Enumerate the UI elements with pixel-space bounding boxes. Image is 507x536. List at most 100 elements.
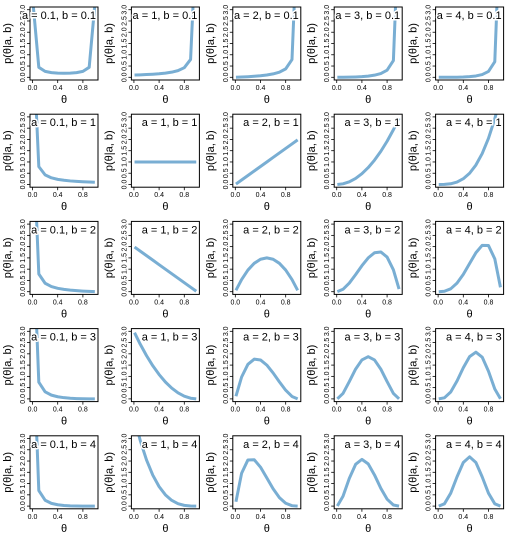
x-axis-label: θ xyxy=(162,308,168,320)
x-axis-label: θ xyxy=(61,523,67,535)
y-tick-label: 2.5 xyxy=(121,230,128,240)
panel: 0.00.51.01.52.02.53.00.0 0.4 0.8θp(θ|a, b)… xyxy=(205,326,302,428)
x-tick-label: 0.0 xyxy=(230,299,240,306)
y-tick-label: 0.0 xyxy=(20,501,27,511)
y-tick-label: 0.0 xyxy=(426,287,433,297)
y-tick-label: 3.0 xyxy=(223,326,230,336)
y-tick-label: 2.0 xyxy=(324,456,331,466)
panel-title: a = 4, b = 4 xyxy=(446,439,502,451)
y-tick-label: 2.0 xyxy=(426,349,433,359)
x-axis-label: θ xyxy=(264,308,270,320)
x-axis-label: θ xyxy=(467,523,473,535)
y-tick-label: 3.0 xyxy=(121,326,128,336)
y-tick-label: 1.5 xyxy=(426,146,433,156)
y-tick-label: 0.0 xyxy=(324,72,331,82)
x-axis-label: θ xyxy=(467,416,473,428)
panel-title: a = 3, b = 1 xyxy=(345,117,401,129)
y-tick-label: 2.5 xyxy=(121,445,128,455)
y-tick-label: 1.5 xyxy=(20,467,27,477)
y-tick-label: 1.5 xyxy=(121,360,128,370)
y-tick-label: 1.5 xyxy=(324,467,331,477)
x-tick-label: 0.4 xyxy=(256,514,266,521)
panel-title: a = 2, b = 3 xyxy=(243,332,299,344)
y-tick-label: 0.5 xyxy=(20,61,27,71)
x-tick-label: 0.8 xyxy=(382,192,392,199)
y-tick-label: 3.0 xyxy=(20,5,27,15)
density-line xyxy=(234,256,299,292)
y-tick-label: 3.0 xyxy=(324,112,331,122)
y-tick-label: 1.0 xyxy=(223,264,230,274)
y-tick-label: 2.0 xyxy=(121,134,128,144)
y-tick-label: 3.0 xyxy=(324,326,331,336)
panel-title: a = 2, b = 0.1 xyxy=(234,10,299,22)
x-tick-label: 0.8 xyxy=(179,514,189,521)
y-tick-label: 0.0 xyxy=(121,501,128,511)
y-tick-label: 3.0 xyxy=(426,326,433,336)
y-tick-label: 0.5 xyxy=(223,168,230,178)
y-axis-label: p(θ|a, b) xyxy=(205,345,217,386)
x-tick-label: 0.4 xyxy=(357,514,367,521)
y-tick-label: 2.0 xyxy=(20,349,27,359)
x-tick-label: 0.0 xyxy=(433,299,443,306)
x-tick-label: 0.0 xyxy=(433,514,443,521)
y-tick-label: 3.0 xyxy=(426,219,433,229)
y-tick-label: 1.5 xyxy=(20,39,27,49)
y-tick-label: 2.0 xyxy=(121,27,128,37)
panel-title: a = 0.1, b = 0.1 xyxy=(22,10,96,22)
x-tick-label: 0.8 xyxy=(281,299,291,306)
y-tick-label: 2.5 xyxy=(324,16,331,26)
y-tick-label: 2.0 xyxy=(20,27,27,37)
y-tick-label: 1.0 xyxy=(223,479,230,489)
x-tick-label: 0.8 xyxy=(484,299,494,306)
x-tick-label: 0.4 xyxy=(256,299,266,306)
y-axis-label: p(θ|a, b) xyxy=(103,238,115,279)
y-tick-label: 0.5 xyxy=(20,168,27,178)
y-tick-label: 3.0 xyxy=(20,112,27,122)
density-line xyxy=(137,435,197,508)
y-axis-label: p(θ|a, b) xyxy=(205,130,217,171)
y-tick-label: 1.0 xyxy=(223,157,230,167)
y-tick-label: 2.5 xyxy=(324,230,331,240)
y-tick-label: 2.0 xyxy=(324,242,331,252)
y-axis-label: p(θ|a, b) xyxy=(103,452,115,493)
x-tick-label: 0.8 xyxy=(281,407,291,414)
y-tick-label: 0.0 xyxy=(20,180,27,190)
panel-title: a = 1, b = 1 xyxy=(142,117,198,129)
y-tick-label: 2.0 xyxy=(223,27,230,37)
y-tick-label: 1.0 xyxy=(223,50,230,60)
density-line xyxy=(337,7,397,79)
y-tick-label: 2.5 xyxy=(121,338,128,348)
y-tick-label: 2.5 xyxy=(223,338,230,348)
y-tick-label: 2.5 xyxy=(20,16,27,26)
y-tick-label: 0.5 xyxy=(121,383,128,393)
y-tick-label: 0.5 xyxy=(223,383,230,393)
y-tick-label: 1.5 xyxy=(223,360,230,370)
y-tick-label: 1.0 xyxy=(20,264,27,274)
panel: 0.00.51.01.52.02.53.00.0 0.4 0.8θp(θ|a, b)… xyxy=(205,219,302,320)
density-line xyxy=(337,117,401,186)
x-tick-label: 0.8 xyxy=(179,407,189,414)
y-axis-label: p(θ|a, b) xyxy=(103,130,115,171)
panel-title: a = 4, b = 3 xyxy=(446,332,502,344)
y-tick-label: 1.0 xyxy=(324,371,331,381)
y-tick-label: 2.0 xyxy=(223,349,230,359)
y-tick-label: 0.5 xyxy=(324,490,331,500)
y-tick-label: 0.5 xyxy=(121,275,128,285)
x-tick-label: 0.0 xyxy=(332,299,342,306)
y-tick-label: 3.0 xyxy=(426,434,433,444)
x-tick-label: 0.8 xyxy=(78,85,88,92)
density-line xyxy=(438,455,502,508)
y-tick-label: 2.5 xyxy=(20,123,27,133)
y-tick-label: 2.0 xyxy=(121,349,128,359)
y-tick-label: 1.0 xyxy=(121,479,128,489)
y-tick-label: 0.5 xyxy=(426,168,433,178)
y-tick-label: 1.0 xyxy=(20,50,27,60)
x-tick-label: 0.8 xyxy=(281,85,291,92)
panel: 0.00.51.01.52.02.53.00.0 0.4 0.8θp(θ|a, b)… xyxy=(408,326,505,428)
y-tick-label: 2.5 xyxy=(223,16,230,26)
x-axis-label: θ xyxy=(365,308,371,320)
y-tick-label: 3.0 xyxy=(121,5,128,15)
x-axis-label: θ xyxy=(264,94,270,106)
y-tick-label: 0.0 xyxy=(121,394,128,404)
x-tick-label: 0.4 xyxy=(458,85,468,92)
